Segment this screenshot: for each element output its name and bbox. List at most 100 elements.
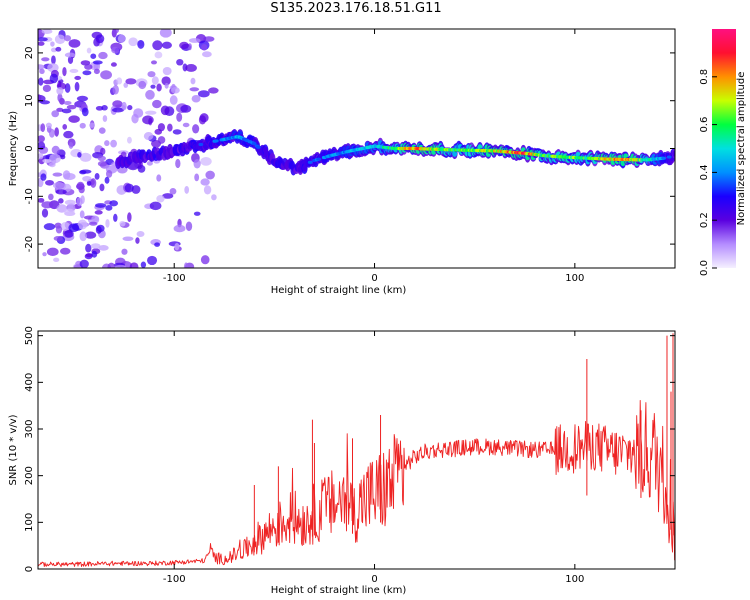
noise-cell [127,212,132,223]
noise-cell [189,87,200,92]
noise-cell [93,68,100,75]
noise-cell [94,210,103,215]
noise-cell [38,135,45,143]
y-tick-label: 20 [24,47,35,60]
noise-cell [190,77,196,85]
noise-cell [208,87,219,94]
noise-cell [90,53,97,59]
noise-cell [100,70,112,80]
ridge-core [666,155,672,159]
snr-series [38,333,675,568]
noise-cell [93,38,100,47]
y-tick-label: 10 [24,94,35,107]
noise-cell [49,73,59,84]
noise-cell [53,235,63,241]
colorbar [712,29,736,268]
noise-cell [112,100,123,108]
noise-cell [62,124,68,130]
noise-cell [109,200,119,207]
noise-cell [202,51,212,58]
noise-cell [121,101,127,111]
noise-cell [61,108,72,114]
noise-cell [85,253,93,258]
noise-cell [69,68,79,73]
noise-cell [82,175,92,182]
noise-cell [154,51,163,59]
noise-cell [156,83,162,92]
noise-cell [53,257,60,262]
y-axis-label: Frequency (Hz) [8,111,19,187]
noise-cell [79,122,86,129]
noise-cell [68,223,80,232]
noise-cell [203,36,215,42]
noise-cell [144,110,157,115]
noise-cell [172,129,182,135]
noise-cell [169,188,177,195]
y-tick-label: 0 [24,145,35,151]
noise-cell [128,37,138,47]
noise-cell [167,123,173,132]
noise-cell [192,124,200,134]
noise-cell [68,39,81,48]
noise-cell [89,122,95,128]
noise-cell [45,179,54,186]
noise-cell [41,29,53,35]
noise-cell [64,52,76,58]
ridge-core [198,142,204,147]
x-tick-label: -100 [163,574,186,585]
noise-cell [127,105,133,111]
noise-cell [42,158,52,164]
noise-cell [79,231,87,242]
noise-cell [68,141,74,149]
noise-cell [52,172,63,177]
colorbar-label: Normalized spectral amplitude [736,72,747,226]
noise-cell [154,128,163,135]
noise-cell [162,193,174,199]
noise-cell [39,100,51,105]
noise-cell [68,115,80,123]
noise-cell [95,225,102,234]
noise-cell [60,247,71,255]
noise-cell [42,252,47,257]
noise-cell [77,219,88,230]
ridge-core [251,142,257,146]
x-tick-label: 0 [371,273,377,284]
noise-cell [140,261,147,268]
noise-cell [38,141,46,150]
noise-cell [111,46,120,54]
y-tick-label: 500 [24,326,35,345]
noise-cell [101,105,108,111]
noise-cell [63,172,76,181]
noise-cell [64,229,74,238]
noise-cell [194,173,200,182]
noise-cell [79,152,92,162]
colorbar-tick-label: 0.4 [699,164,710,180]
noise-cell [183,262,189,268]
noise-cell [191,94,201,103]
noise-cell [116,77,123,85]
noise-cell [161,76,171,86]
noise-cell [90,178,97,188]
noise-cell [110,139,117,148]
noise-cell [79,210,85,219]
noise-cell [63,130,74,139]
noise-cell [127,136,132,144]
noise-cell [84,231,97,239]
noise-cell [105,169,113,178]
noise-cell [45,122,52,129]
noise-cell [79,259,89,268]
noise-cell [76,197,83,207]
y-tick-label: 100 [24,513,35,532]
noise-cell [149,201,162,211]
noise-cell [40,123,46,133]
noise-cell [154,242,161,247]
noise-cell [41,208,49,218]
noise-cell [102,115,108,122]
noise-cell [50,47,57,53]
noise-cell [50,41,55,47]
noise-cell [197,90,210,98]
y-tick-label: 0 [24,566,35,572]
noise-cell [185,221,193,232]
noise-cell [40,173,47,181]
noise-cell [39,68,45,75]
